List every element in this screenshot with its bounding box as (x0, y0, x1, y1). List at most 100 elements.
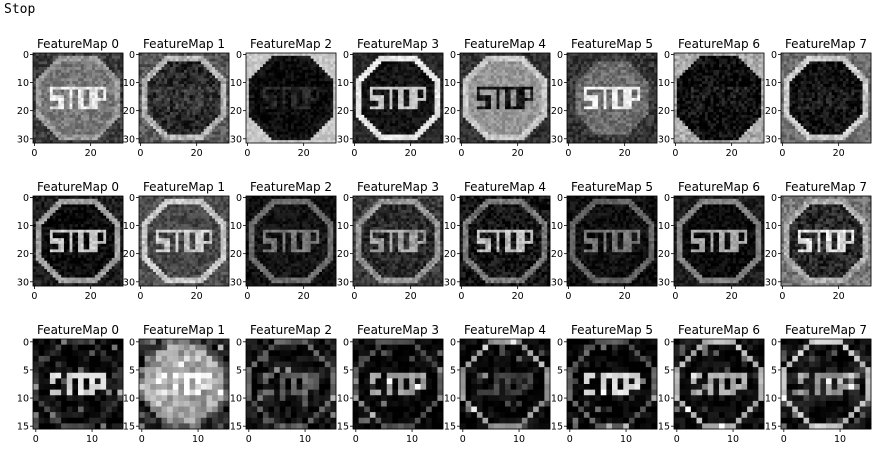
feature-map-pixel (69, 61, 73, 65)
feature-map-pixel (117, 128, 121, 133)
feature-map-pixel (381, 89, 385, 93)
feature-map-pixel (375, 69, 379, 74)
feature-map-pixel (97, 98, 101, 102)
feature-map-pixel (403, 128, 407, 133)
feature-map-pixel (63, 69, 68, 74)
feature-map-pixel (209, 120, 213, 124)
feature-map-pixel (214, 114, 219, 119)
feature-map-pixel (398, 137, 402, 141)
feature-map-pixel (52, 83, 56, 88)
feature-map-pixel (319, 86, 323, 90)
feature-map-pixel (164, 140, 168, 144)
feature-map-pixel (324, 134, 328, 138)
feature-map-pixel (321, 89, 326, 93)
feature-map-pixel (361, 134, 365, 138)
feature-map-pixel (38, 58, 42, 62)
feature-map-pixel (544, 61, 548, 65)
feature-map-pixel (533, 86, 537, 90)
feature-map-pixel (386, 98, 390, 102)
feature-map-pixel (92, 114, 96, 119)
feature-map-pixel (164, 83, 168, 88)
feature-map-pixel (164, 126, 168, 130)
feature-map-pixel (406, 86, 410, 90)
feature-map-pixel (268, 64, 272, 68)
feature-map-pixel (120, 86, 124, 90)
feature-map-pixel (417, 92, 421, 96)
feature-map-pixel (462, 89, 466, 93)
feature-map-pixel (381, 131, 385, 135)
feature-map-pixel (169, 81, 174, 85)
feature-map-pixel (94, 120, 99, 124)
feature-map-pixel (55, 117, 59, 121)
feature-map-pixel (398, 100, 402, 104)
feature-map-pixel (169, 89, 174, 93)
feature-map-pixel (313, 131, 317, 135)
feature-map-pixel (375, 83, 379, 88)
feature-map-pixel (502, 92, 506, 96)
feature-map-pixel (417, 64, 421, 68)
feature-map-pixel (547, 95, 551, 99)
feature-map-pixel (155, 67, 160, 71)
feature-map-pixel (75, 131, 79, 135)
feature-map-pixel (175, 98, 179, 102)
feature-map-pixel (400, 120, 404, 124)
feature-map-pixel (471, 81, 475, 85)
feature-map-pixel (52, 109, 56, 113)
feature-map-pixel (164, 95, 168, 99)
feature-map-pixel (246, 72, 250, 76)
feature-map-pixel (319, 123, 323, 127)
feature-map-pixel (386, 114, 390, 119)
feature-map-pixel (499, 86, 503, 90)
feature-map-pixel (89, 55, 93, 59)
feature-map-pixel (189, 134, 193, 138)
feature-map-pixel (381, 117, 385, 121)
feature-map-pixel (426, 120, 430, 124)
feature-map-pixel (417, 112, 421, 116)
feature-map-pixel (369, 106, 374, 110)
feature-map-pixel (505, 112, 509, 116)
feature-map-pixel (189, 123, 193, 127)
feature-map-pixel (381, 137, 385, 141)
feature-map-pixel (471, 67, 475, 71)
feature-map-pixel (383, 58, 388, 62)
feature-map-pixel (299, 92, 303, 96)
feature-map-pixel (251, 123, 255, 127)
feature-map-pixel (482, 117, 486, 121)
feature-map-pixel (288, 75, 292, 79)
feature-map-pixel (69, 140, 73, 144)
feature-map-pixel (353, 134, 357, 138)
feature-map-pixel (313, 106, 317, 110)
feature-map-pixel (248, 78, 252, 82)
feature-map-pixel (291, 75, 295, 79)
feature-map-pixel (465, 126, 469, 130)
feature-map-pixel (147, 123, 151, 127)
feature-map-pixel (296, 64, 300, 68)
feature-map-pixel (226, 134, 230, 138)
feature-map-pixel (189, 72, 193, 76)
feature-map-pixel (431, 106, 435, 110)
feature-map-pixel (61, 126, 65, 130)
feature-map-pixel (502, 75, 506, 79)
feature-map-pixel (257, 98, 261, 102)
feature-map-pixel (479, 78, 483, 82)
feature-map-pixel (86, 55, 90, 59)
feature-map-pixel (139, 89, 143, 93)
feature-map-pixel (200, 109, 205, 113)
feature-map-pixel (169, 114, 174, 119)
feature-map-pixel (86, 81, 90, 85)
feature-map-pixel (251, 72, 255, 76)
feature-map-pixel (217, 140, 221, 144)
feature-map-pixel (510, 103, 514, 107)
feature-map-pixel (440, 69, 444, 74)
feature-map-pixel (383, 114, 388, 119)
feature-map-pixel (66, 134, 70, 138)
feature-map-pixel (169, 103, 174, 107)
feature-map-pixel (310, 126, 314, 130)
feature-map-pixel (437, 89, 441, 93)
feature-map-pixel (198, 86, 202, 90)
feature-map-pixel (206, 78, 210, 82)
feature-map-pixel (383, 140, 388, 144)
feature-map-pixel (44, 89, 48, 93)
feature-map-pixel (544, 78, 548, 82)
feature-map-pixel (257, 137, 261, 141)
